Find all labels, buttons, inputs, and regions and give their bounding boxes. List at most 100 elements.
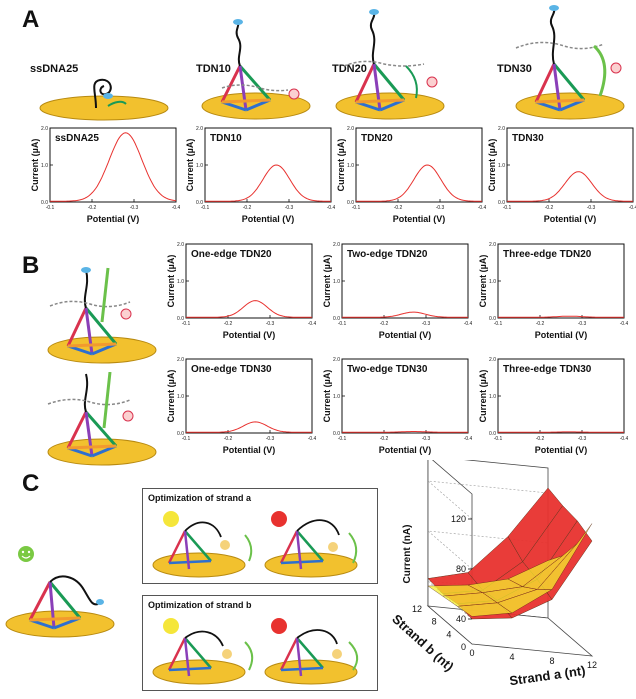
header-ssdna25: ssDNA25 [30, 63, 79, 75]
plot-title: ssDNA25 [55, 133, 99, 144]
ssdna-strand-icon [93, 78, 112, 109]
x-axis-label: Potential (V) [393, 214, 446, 224]
x-tick-label: -0.3 [266, 321, 275, 327]
x-tick-label: -0.2 [536, 321, 545, 327]
x-axis-label: Potential (V) [223, 445, 276, 455]
plot-title: One-edge TDN30 [191, 364, 272, 375]
gold-electrode-icon [39, 95, 169, 121]
x-tick-label: -0.1 [46, 205, 55, 211]
dna-tetrahedron-icon [534, 63, 586, 112]
x-tick-label: -0.1 [494, 436, 503, 442]
y-tick-label: 2.0 [489, 242, 496, 248]
surface-patch [536, 523, 593, 590]
plot-frame [341, 358, 469, 434]
x-tick-label: -0.3 [422, 321, 431, 327]
x-tick-label: -0.1 [182, 436, 191, 442]
one-edge-tdn30-illustration [47, 372, 157, 466]
plot-title: Three-edge TDN20 [503, 249, 592, 260]
x-axis-label: Potential (V) [379, 330, 432, 340]
current-curve [186, 300, 312, 318]
x-axis-label: Strand a (nt) [508, 663, 586, 689]
voltammogram-a1: 0.0 1.0 2.0 -0.1 -0.2 -0.3 -0.4 ssDNA25 Potentia… [30, 126, 180, 224]
y-tick-label: 2.0 [196, 126, 203, 132]
panel-letter-a: A [22, 6, 40, 33]
x-tick-label: -0.1 [503, 205, 512, 211]
current-curve [205, 164, 332, 202]
dna-tetrahedron-icon [28, 581, 82, 630]
tdn20-electrode-illustration [335, 9, 445, 120]
plot-frame [185, 358, 313, 434]
optimized-tdn-illustration [5, 546, 115, 638]
header-tdn10: TDN10 [196, 63, 231, 75]
plot-frame [497, 358, 625, 434]
voltammogram-b5: 0.0 1.0 2.0 -0.1 -0.2 -0.3 -0.4 Two-edge TDN30 P… [322, 357, 472, 455]
smiley-face-icon [18, 546, 34, 562]
surface-1 [427, 523, 593, 617]
sad-face-icon [271, 511, 287, 527]
plot-frame [185, 243, 313, 319]
y-tick-label: 2.0 [489, 357, 496, 363]
x-tick-label: -0.1 [338, 436, 347, 442]
y-tick-label: 4 [446, 629, 451, 639]
y-tick-label: 0.0 [196, 200, 203, 206]
x-tick-label: -0.4 [629, 205, 636, 211]
x-tick-label: -0.1 [494, 321, 503, 327]
strand-b-optimization-box: Optimization of strand b [142, 595, 378, 691]
y-axis-label: Current (µA) [185, 139, 195, 192]
x-tick-label: 0 [469, 648, 474, 658]
plot-frame [355, 127, 483, 203]
y-axis-label: Current (µA) [487, 139, 497, 192]
x-tick-label: -0.3 [266, 436, 275, 442]
current-curve [342, 431, 468, 433]
methylene-blue-tag-icon [233, 19, 243, 25]
voltammogram-b3: 0.0 1.0 2.0 -0.1 -0.2 -0.3 -0.4 Three-edge TDN2… [478, 242, 628, 340]
x-axis-label: Potential (V) [535, 445, 588, 455]
y-axis-label: Current (µA) [336, 139, 346, 192]
strand-b-box-title: Optimization of strand b [148, 600, 252, 610]
voltammogram-b4: 0.0 1.0 2.0 -0.1 -0.2 -0.3 -0.4 One-edge TDN30 P… [166, 357, 316, 455]
strand-a-box-title: Optimization of strand a [148, 493, 252, 503]
current-curve [356, 164, 483, 202]
voltammogram-a3: 0.0 1.0 2.0 -0.1 -0.2 -0.3 -0.4 TDN20 Potential … [336, 126, 486, 224]
gold-electrode-icon [5, 610, 115, 638]
current-curve [342, 311, 468, 318]
plot-frame [341, 243, 469, 319]
tdn30-electrode-illustration [515, 5, 625, 120]
plot-frame [49, 127, 177, 203]
plot-title: TDN10 [210, 133, 242, 144]
current-curve [507, 171, 634, 202]
y-axis-label: Current (µA) [30, 139, 40, 192]
y-axis-label: Current (µA) [166, 370, 176, 423]
y-tick-label: 2.0 [41, 126, 48, 132]
ssdna-electrode-illustration [39, 78, 169, 121]
y-tick-label: 1.0 [196, 163, 203, 169]
linker-strand-icon [107, 100, 127, 107]
methylene-blue-tag-icon [103, 93, 113, 99]
y-tick-label: 1.0 [347, 163, 354, 169]
strand-a-illustrations [152, 511, 358, 578]
x-tick-label: -0.2 [88, 205, 97, 211]
smiley-face-icon [163, 618, 179, 634]
z-tick-label: 120 [451, 514, 466, 524]
y-tick-label: 0.0 [177, 316, 184, 322]
x-tick-label: -0.1 [352, 205, 361, 211]
y-tick-label: 12 [412, 604, 422, 614]
z-axis-label: Current (nA) [402, 525, 413, 584]
z-tick-label: 40 [456, 614, 466, 624]
x-tick-label: -0.1 [182, 321, 191, 327]
x-tick-label: -0.4 [464, 321, 472, 327]
voltammogram-b6: 0.0 1.0 2.0 -0.1 -0.2 -0.3 -0.4 Three-edge TDN3… [478, 357, 628, 455]
x-axis-label: Potential (V) [87, 214, 140, 224]
x-tick-label: -0.2 [394, 205, 403, 211]
x-axis-label: Potential (V) [242, 214, 295, 224]
y-tick-label: 0 [461, 642, 466, 652]
x-tick-label: -0.2 [536, 436, 545, 442]
x-axis-label: Potential (V) [223, 330, 276, 340]
y-tick-label: 8 [432, 617, 437, 627]
dna-tetrahedron-icon [66, 411, 118, 458]
y-tick-label: 1.0 [177, 279, 184, 285]
x-tick-label: 8 [549, 656, 554, 666]
y-tick-label: 2.0 [177, 357, 184, 363]
z-tick-label: 80 [456, 564, 466, 574]
